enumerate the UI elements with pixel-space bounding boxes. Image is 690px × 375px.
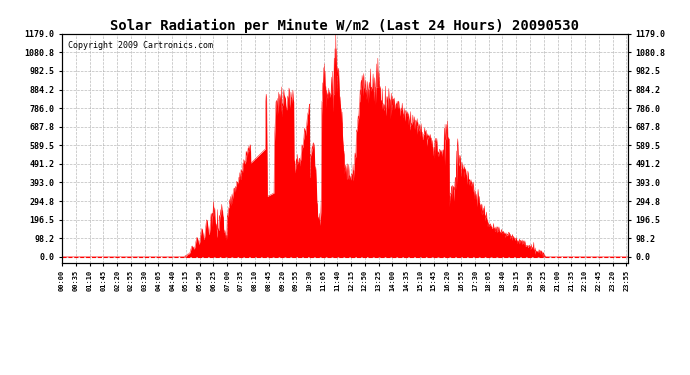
Text: Copyright 2009 Cartronics.com: Copyright 2009 Cartronics.com	[68, 40, 213, 50]
Title: Solar Radiation per Minute W/m2 (Last 24 Hours) 20090530: Solar Radiation per Minute W/m2 (Last 24…	[110, 18, 580, 33]
